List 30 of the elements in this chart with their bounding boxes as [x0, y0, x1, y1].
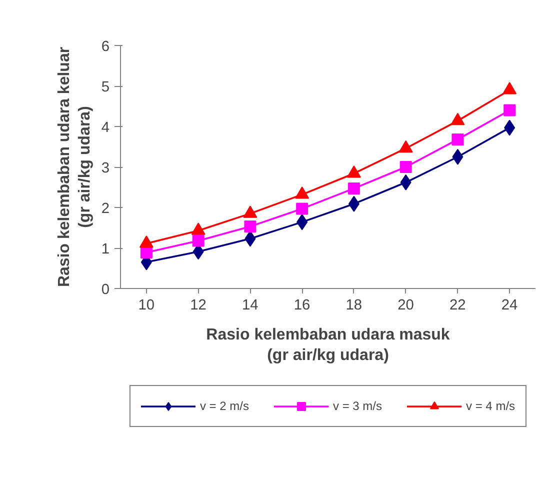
y-tick-label: 1	[101, 242, 110, 258]
point	[296, 202, 308, 215]
x-tick-label: 10	[138, 298, 155, 314]
y-tick-label: 0	[101, 282, 110, 298]
legend-label: v = 4 m/s	[466, 399, 516, 413]
legend-label: v = 2 m/s	[200, 399, 249, 413]
y-tick-label: 5	[101, 80, 110, 96]
legend-label: v = 3 m/s	[332, 399, 382, 413]
x-tick-label: 12	[190, 298, 206, 314]
y-tick-label: 6	[101, 39, 110, 55]
y-axis-title: Rasio kelembaban udara keluar (gr air/kg udara)	[56, 46, 94, 288]
x-axis-title: Rasio kelembaban udara masuk (gr air/kg udara)	[206, 326, 450, 364]
x-tick-label: 22	[450, 298, 466, 314]
x-tick-label: 18	[346, 298, 362, 314]
point	[504, 104, 516, 116]
point	[244, 220, 256, 233]
point	[502, 82, 517, 94]
point	[450, 112, 465, 126]
x-tick-label: 20	[398, 298, 414, 314]
point	[400, 161, 412, 173]
y-tick-label: 3	[101, 160, 110, 176]
point	[348, 182, 360, 194]
point	[452, 133, 464, 146]
point	[398, 140, 413, 153]
x-tick-label: 14	[242, 298, 258, 314]
y-tick-label: 2	[101, 201, 110, 217]
point	[192, 234, 204, 247]
x-tick-label: 24	[501, 298, 518, 314]
x-tick-label: 16	[294, 298, 310, 314]
y-tick-label: 4	[101, 120, 110, 136]
